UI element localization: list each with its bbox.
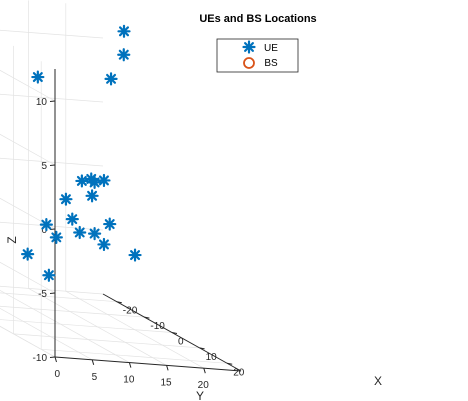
z-tick-label: -10 [33,353,48,364]
z-tick-label: 5 [41,161,47,172]
grid-line [0,319,173,333]
y-tick-label: 10 [123,375,135,386]
ue-legend-marker [242,40,256,54]
z-tick-label: 0 [41,225,47,236]
y-tick-mark [91,359,95,365]
ue-point [128,248,142,262]
y-tick-mark [166,365,169,371]
x-tick-mark [171,332,178,334]
y-tick-label: 15 [160,377,172,388]
tick-labels: 0 5 10 15 20 -20 -10 0 10 20 -10 -5 0 5 10 [33,97,245,391]
x-tick-label: 10 [206,352,218,363]
ue-point [42,268,56,282]
grid-line [0,93,104,103]
ue-point [75,174,89,188]
grid-line [0,307,93,361]
x-tick-mark [116,301,122,304]
x-tick-label: -20 [123,306,138,317]
legend-ue-marker-icon [242,40,256,54]
ue-point [117,24,131,38]
x-axis-label: X [374,374,382,388]
ue-point [87,227,102,241]
y-tick-label: 0 [54,369,60,380]
z-axis-label: Z [5,236,19,243]
y-tick-mark [203,368,206,374]
y-tick-mark [54,356,57,363]
grid-line [13,333,200,349]
z-tick-mark [49,164,56,166]
ue-point [85,189,99,203]
ue-point [87,175,102,189]
legend-bs-marker-icon [243,57,255,69]
y-axis-label: Y [196,389,204,401]
grid-lines [0,0,228,369]
x-tick-mark [227,362,233,365]
x-tick-label: 0 [178,337,184,348]
legend[interactable]: UE BS [216,38,299,73]
ue-point [65,212,79,226]
legend-ue-label: UE [264,43,278,54]
grid-line [0,69,56,102]
x-tick-label: 20 [233,367,245,378]
bs-legend-marker [243,57,255,69]
ue-point [97,237,111,252]
ue-point [117,48,131,62]
ue-point [97,173,111,188]
ue-point [103,217,117,231]
grid-line [28,288,167,366]
grid-line [0,325,56,358]
y-tick-label: 5 [92,372,98,383]
z-tick-mark [49,356,56,358]
ue-point [39,218,53,232]
z-tick-mark [49,100,56,102]
grid-line [0,305,145,318]
y-axis-line [54,356,242,372]
y-tick-mark [128,362,132,368]
x-tick-mark [144,316,150,319]
grid-line [41,348,228,364]
ue-point [31,70,45,84]
x-tick-label: -10 [150,321,165,332]
grid-line [0,292,117,303]
z-tick-mark [49,292,56,294]
legend-bs-label: BS [264,58,278,69]
data-points [21,24,142,282]
axes-box [49,69,242,374]
grid-line [0,133,56,166]
grid-line [65,290,204,369]
ue-point [104,72,118,86]
legend-box [216,38,299,73]
grid-line [0,261,56,294]
ue-point [73,225,87,240]
grid-line [0,221,104,231]
grid-line [0,285,104,295]
ue-point [49,230,63,244]
grid-line [0,29,104,39]
x-tick-mark [199,347,205,350]
grid-line [0,289,130,363]
ue-point [59,192,73,206]
grid-line [0,197,56,230]
chart-title: UEs and BS Locations [199,13,316,25]
z-tick-label: -5 [38,289,47,300]
y-tick-label: 20 [198,380,210,391]
ue-point [21,247,35,261]
grid-line [0,157,104,167]
z-tick-label: 10 [36,97,48,108]
